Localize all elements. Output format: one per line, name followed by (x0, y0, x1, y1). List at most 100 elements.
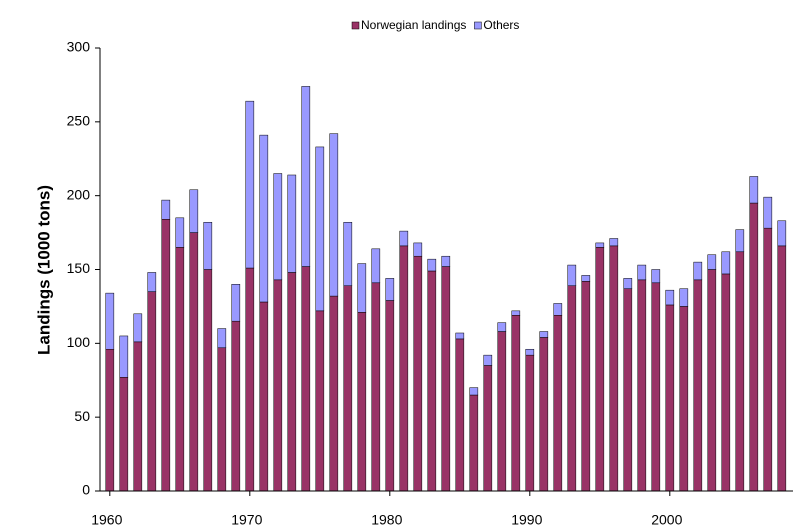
bar-segment (231, 284, 241, 322)
bar-segment (399, 245, 409, 492)
bar-segment (553, 315, 563, 492)
bar-segment (147, 272, 157, 292)
bar-segment (511, 315, 521, 492)
bar-segment (609, 238, 619, 247)
bar-segment (707, 254, 717, 270)
bar-segment (343, 285, 353, 492)
x-tick-label: 1990 (511, 512, 542, 528)
bar-segment (441, 266, 451, 492)
bar-segment (329, 295, 339, 492)
bar-segment (595, 242, 605, 248)
bar-segment (133, 313, 143, 343)
y-tick-label: 300 (67, 39, 91, 55)
bar-segment (189, 232, 199, 492)
bar-segment (385, 300, 395, 492)
bar-segment (329, 133, 339, 297)
bar-segment (693, 279, 703, 492)
bar-segment (469, 387, 479, 396)
bar-segment (315, 310, 325, 492)
bar-segment (539, 331, 549, 338)
bar-segment (609, 245, 619, 492)
x-tick-label: 1960 (91, 512, 122, 528)
legend-label: Norwegian landings (361, 18, 466, 32)
bar-segment (665, 289, 675, 306)
bar-segment (371, 248, 381, 284)
bar-segment (497, 331, 507, 492)
bar-segment (161, 199, 171, 220)
bar-segment (217, 328, 227, 349)
x-tick-label: 1970 (231, 512, 262, 528)
bar-segment (231, 320, 241, 492)
bar-segment (287, 174, 297, 273)
bar-segment (665, 304, 675, 492)
bar-segment (777, 220, 787, 247)
bar-segment (399, 230, 409, 247)
bar-segment (693, 261, 703, 281)
bar-segment (357, 263, 367, 313)
bar-segment (147, 291, 157, 492)
bar-segment (119, 377, 129, 492)
bar-segment (497, 322, 507, 332)
y-tick-label: 100 (67, 334, 91, 350)
bar-segment (483, 354, 493, 366)
bar-segment (749, 202, 759, 492)
bar-segment (175, 247, 185, 492)
bar-segment (595, 247, 605, 492)
bar-segment (119, 335, 129, 378)
bar-segment (455, 338, 465, 492)
bar-segment (721, 273, 731, 492)
bar-segment (133, 341, 143, 492)
bar-segment (427, 258, 437, 272)
bar-segment (749, 176, 759, 204)
bar-segment (371, 282, 381, 492)
bar-segment (245, 100, 255, 269)
bar-segment (441, 255, 451, 267)
bar-segment (707, 269, 717, 492)
bar-segment (343, 221, 353, 286)
bar-segment (259, 301, 269, 492)
bar-segment (623, 278, 633, 289)
bar-segment (273, 279, 283, 492)
bar-segment (763, 227, 773, 492)
bar-segment (525, 354, 535, 492)
bar-segment (301, 86, 311, 267)
bar-segment (357, 312, 367, 492)
bar-segment (735, 229, 745, 253)
bar-segment (175, 217, 185, 248)
bar-segment (581, 281, 591, 492)
bar-segment (637, 264, 647, 281)
bar-segment (763, 196, 773, 229)
x-tick-label: 2000 (651, 512, 682, 528)
bar-segment (651, 269, 661, 284)
y-tick-label: 150 (67, 260, 91, 276)
bar-segment (651, 282, 661, 492)
bar-segment (511, 310, 521, 316)
bar-segment (105, 292, 115, 350)
legend-swatch (351, 21, 360, 30)
y-tick-label: 250 (67, 113, 91, 129)
legend-swatch (474, 21, 482, 30)
bar-segment (553, 303, 563, 316)
bar-segment (189, 189, 199, 233)
bar-segment (203, 269, 213, 492)
bar-segment (413, 242, 423, 257)
y-tick-label: 200 (67, 186, 91, 202)
bar-segment (259, 134, 269, 303)
bar-segment (539, 337, 549, 492)
x-tick-label: 1980 (371, 512, 402, 528)
y-tick-label: 50 (74, 408, 90, 424)
bar-segment (777, 245, 787, 492)
bar-segment (245, 267, 255, 492)
bar-segment (301, 266, 311, 492)
bar-segment (721, 251, 731, 275)
bar-segment (679, 306, 689, 492)
bar-segment (735, 251, 745, 492)
bar-segment (273, 173, 283, 281)
bar-segment (637, 279, 647, 492)
bar-segment (427, 270, 437, 492)
bar-segment (525, 348, 535, 356)
bar-segment (385, 278, 395, 301)
bar-segment (679, 288, 689, 307)
bar-segment (469, 394, 479, 492)
